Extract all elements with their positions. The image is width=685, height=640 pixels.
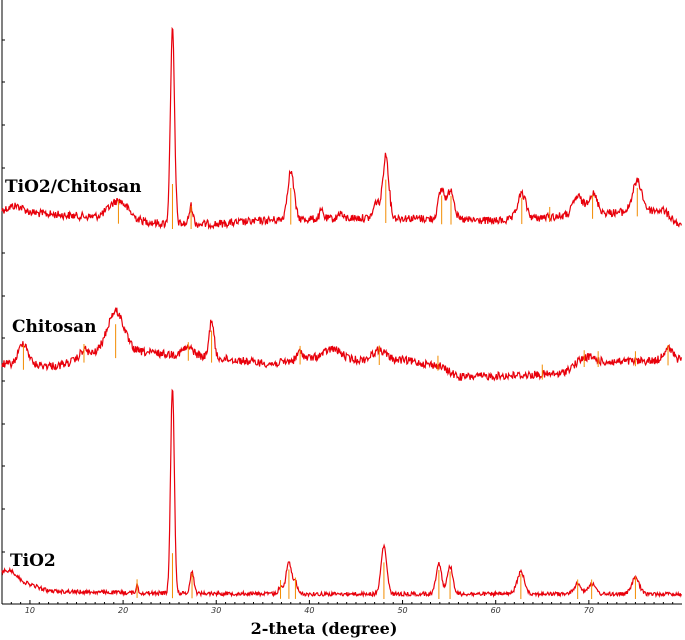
x-tick-label-50: 50	[397, 606, 407, 615]
x-tick-label-70: 70	[584, 606, 594, 615]
x-axis-label: 2-theta (degree)	[251, 619, 398, 638]
x-tick-label-60: 60	[491, 606, 501, 615]
series-line-0	[1, 26, 682, 230]
x-tick-label-20: 20	[118, 606, 128, 615]
x-tick-label-40: 40	[304, 606, 314, 615]
series-line-1	[1, 306, 682, 382]
x-tick-label-10: 10	[25, 606, 35, 615]
x-axis-ticks: 10 20 30 40 50 60 70	[1, 600, 674, 615]
series-line-2	[1, 388, 682, 599]
series-label-chitosan: Chitosan	[12, 317, 97, 337]
series-label-tio2: TiO2	[10, 551, 56, 571]
series-layer	[1, 26, 682, 599]
x-tick-label-30: 30	[211, 606, 221, 615]
series-label-tio2-chitosan: TiO2/Chitosan	[5, 177, 141, 197]
